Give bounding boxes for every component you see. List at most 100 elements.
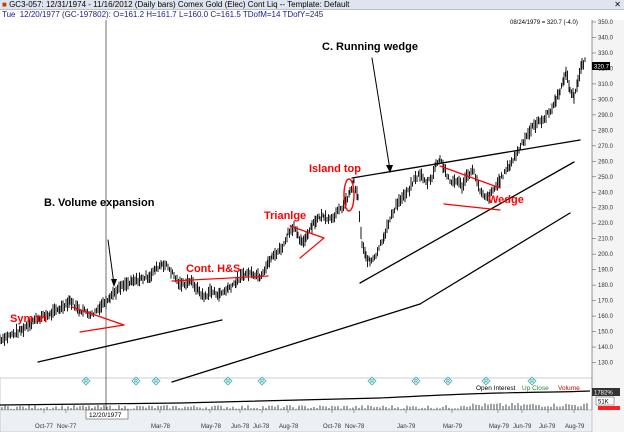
r-marker-icon[interactable]: R (527, 376, 537, 386)
svg-text:R: R (226, 379, 230, 385)
y-tick-label: 300.0 (598, 97, 614, 103)
neckline (171, 275, 269, 282)
wedge-lower-line (359, 161, 575, 284)
volume-bars (1, 403, 588, 410)
svg-text:R: R (134, 379, 138, 385)
x-tick-label: Jun-79 (513, 424, 532, 430)
trendlines (37, 57, 581, 383)
svg-text:51K: 51K (598, 400, 609, 406)
y-tick-label: 180.0 (598, 283, 614, 289)
legend-open-interest: Open Interest (476, 385, 516, 392)
y-tick-label: 280.0 (598, 128, 614, 134)
x-tick-label: Jan-79 (397, 424, 416, 430)
r-marker-icon[interactable]: R (481, 376, 491, 386)
x-tick-label: Oct-77 (35, 424, 54, 430)
r-marker-icon[interactable]: R (151, 376, 161, 386)
sym-tri-lower (79, 324, 125, 333)
y-tick-label: 350.0 (598, 20, 614, 26)
x-tick-label: Mar-78 (151, 424, 171, 430)
app-icon: ■ (2, 0, 7, 9)
y-tick-label: 170.0 (598, 299, 614, 305)
oi-value-tag (592, 388, 620, 396)
svg-text:R: R (370, 379, 374, 385)
wedge-red-lower (443, 203, 501, 211)
r-marker-icon[interactable]: R (131, 376, 141, 386)
y-tick-label: 330.0 (598, 51, 614, 57)
x-tick-label: Oct-78 (323, 424, 342, 430)
y-tick-label: 310.0 (598, 82, 614, 88)
volume-value-tag (595, 396, 615, 406)
info-text: 12/20/1977 (GC-197802): O=161.2 H=161.7 … (19, 10, 324, 19)
r-marker-icon[interactable]: R (257, 376, 267, 386)
x-tick-label: Aug-78 (279, 424, 299, 430)
last-price-tag (592, 62, 610, 70)
volume-panel (0, 377, 593, 411)
y-tick-label: 240.0 (598, 190, 614, 196)
last-price-label: 320.7 (594, 65, 610, 71)
y-tick-label: 200.0 (598, 252, 614, 258)
svg-text:R: R (414, 379, 418, 385)
x-tick-label: Aug-79 (565, 424, 585, 430)
sym-tri-upper (71, 306, 125, 326)
r-marker-icon[interactable]: R (443, 376, 453, 386)
svg-text:R: R (260, 379, 264, 385)
svg-text:R: R (484, 379, 488, 385)
x-tick-label: Jun-78 (231, 424, 250, 430)
y-tick-label: 220.0 (598, 221, 614, 227)
x-tick-label: Jul-78 (253, 424, 270, 430)
y-tick-label: 140.0 (598, 345, 614, 351)
info-day: Tue (2, 10, 16, 19)
trendline-lower-1 (37, 319, 223, 363)
plot-area (0, 20, 592, 378)
annotation-wedge: Wedge (488, 194, 524, 206)
triangle-lower (299, 237, 325, 259)
window-title: GC3-057: 12/31/1974 - 11/16/2012 (Daily … (9, 0, 350, 9)
price-readout: 08/24/1979 = 320.7 (-4.0) (510, 20, 578, 26)
close-icon[interactable]: ✕ (614, 0, 621, 9)
y-tick-label: 160.0 (598, 314, 614, 320)
y-tick-label: 230.0 (598, 206, 614, 212)
annotation-island-top: Island top (309, 163, 361, 175)
annotation-sym-tri: Sym tri (10, 313, 47, 325)
y-tick-label: 260.0 (598, 159, 614, 165)
scroll-right-arrow-icon[interactable] (598, 406, 620, 410)
legend-up-close: Up Close (522, 385, 549, 392)
svg-text:R: R (446, 379, 450, 385)
legend-volume: Volume (558, 385, 580, 392)
svg-text:1782%: 1782% (594, 391, 613, 397)
x-tick-label: May-79 (489, 424, 510, 430)
y-tick-label: 210.0 (598, 237, 614, 243)
r-marker-icon[interactable]: R (411, 376, 421, 386)
y-tick-label: 290.0 (598, 113, 614, 119)
annotation-triangle: Trianlge (264, 210, 306, 222)
y-tick-label: 340.0 (598, 35, 614, 41)
wedge-arrow (371, 57, 391, 171)
svg-text:R: R (84, 379, 88, 385)
annotation-volume-expansion: B. Volume expansion (44, 197, 155, 209)
cursor-date-box (85, 409, 129, 420)
trendline-lower-2b (419, 212, 571, 305)
cursor-date: 12/20/1977 (89, 412, 122, 419)
x-tick-label: May-78 (201, 424, 222, 430)
r-marker-icon[interactable]: R (367, 376, 377, 386)
volume-arrow (107, 239, 115, 285)
annotation-running-wedge: C. Running wedge (322, 41, 418, 53)
info-bar: Tue 12/20/1977 (GC-197802): O=161.2 H=16… (0, 10, 624, 19)
y-tick-label: 130.0 (598, 361, 614, 367)
y-tick-label: 190.0 (598, 268, 614, 274)
x-tick-label: Mar-79 (443, 424, 463, 430)
triangle-upper (289, 225, 325, 239)
x-axis-ticks: Oct-77 Nov-77 Mar-78 May-78 Jun-78 Jul-78 Aug-… (35, 410, 585, 430)
r-marker-icon[interactable]: R (223, 376, 233, 386)
y-axis-panel (592, 20, 624, 432)
y-axis-ticks: 130.0 140.0 150.0 160.0 170.0 180.0 190.0 200.0… (592, 20, 614, 367)
svg-text:R: R (530, 379, 534, 385)
x-tick-label: Jul-79 (539, 424, 556, 430)
x-tick-label: Nov-78 (345, 424, 365, 430)
open-interest-line (0, 390, 591, 406)
price-series (0, 57, 586, 346)
svg-text:R: R (154, 379, 158, 385)
r-marker-icon[interactable]: R (81, 376, 91, 386)
